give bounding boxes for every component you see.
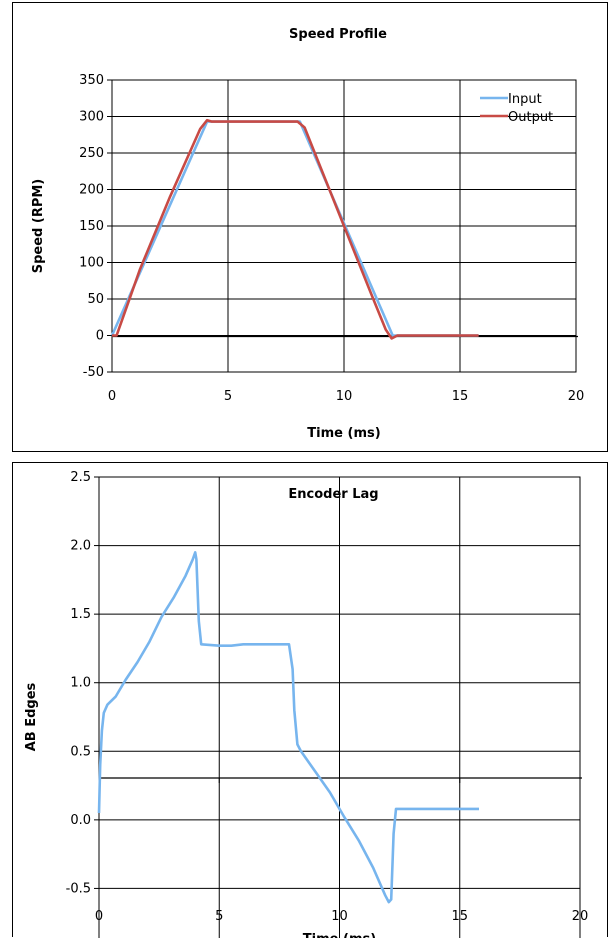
y-tick-label: 300 [79, 110, 104, 125]
series-line [97, 551, 479, 904]
x-tick-label: 10 [331, 909, 348, 924]
x-tick-label: 10 [336, 389, 353, 404]
legend-label-output: Output [508, 110, 553, 125]
y-axis-label: Speed (RPM) [31, 179, 46, 274]
y-tick-label: 50 [87, 292, 104, 307]
y-tick-label: 2.0 [70, 539, 91, 554]
speed-profile-chart: Speed Profile -50 0 50 100 150 200 250 300 350 0 5 1… [12, 2, 608, 452]
y-tick-label: 0.5 [70, 744, 91, 759]
chart-title: Encoder Lag [288, 487, 378, 502]
y-tick-label: 350 [79, 73, 104, 88]
y-tick-label: 2.5 [70, 470, 91, 485]
series-line-input [110, 120, 479, 337]
series-line-output [112, 118, 479, 340]
y-tick-label: 250 [79, 146, 104, 161]
chart-title: Speed Profile [289, 27, 387, 42]
y-tick-label: -0.5 [66, 881, 91, 896]
x-tick-label: 5 [215, 909, 223, 924]
y-tick-label: 1.0 [70, 676, 91, 691]
y-axis-label: AB Edges [24, 682, 39, 751]
legend-label-input: Input [508, 92, 542, 107]
x-axis-label: Time (ms) [307, 426, 380, 441]
x-tick-label: 5 [224, 389, 232, 404]
plot-area-border [111, 79, 577, 373]
speed-profile-svg: Speed Profile -50 0 50 100 150 200 250 300 350 0 5 1… [31, 27, 585, 441]
y-tick-label: 200 [79, 183, 104, 198]
y-tick-label: 100 [79, 256, 104, 271]
x-axis-label: Time (ms) [303, 932, 376, 938]
plot-area-border [98, 476, 581, 938]
encoder-lag-svg: Encoder Lag-1.0-0.50.00.51.01.52.02.5051… [24, 470, 588, 938]
x-tick-label: 0 [108, 389, 116, 404]
y-tick-label: -50 [83, 365, 104, 380]
y-tick-label: 150 [79, 219, 104, 234]
x-tick-label: 15 [451, 909, 468, 924]
x-tick-label: 20 [568, 389, 585, 404]
y-tick-label: 1.5 [70, 607, 91, 622]
y-tick-label: 0.0 [70, 813, 91, 828]
y-tick-label: 0 [96, 329, 104, 344]
encoder-lag-chart: Encoder Lag-1.0-0.50.00.51.01.52.02.5051… [12, 462, 608, 938]
x-tick-label: 15 [452, 389, 469, 404]
